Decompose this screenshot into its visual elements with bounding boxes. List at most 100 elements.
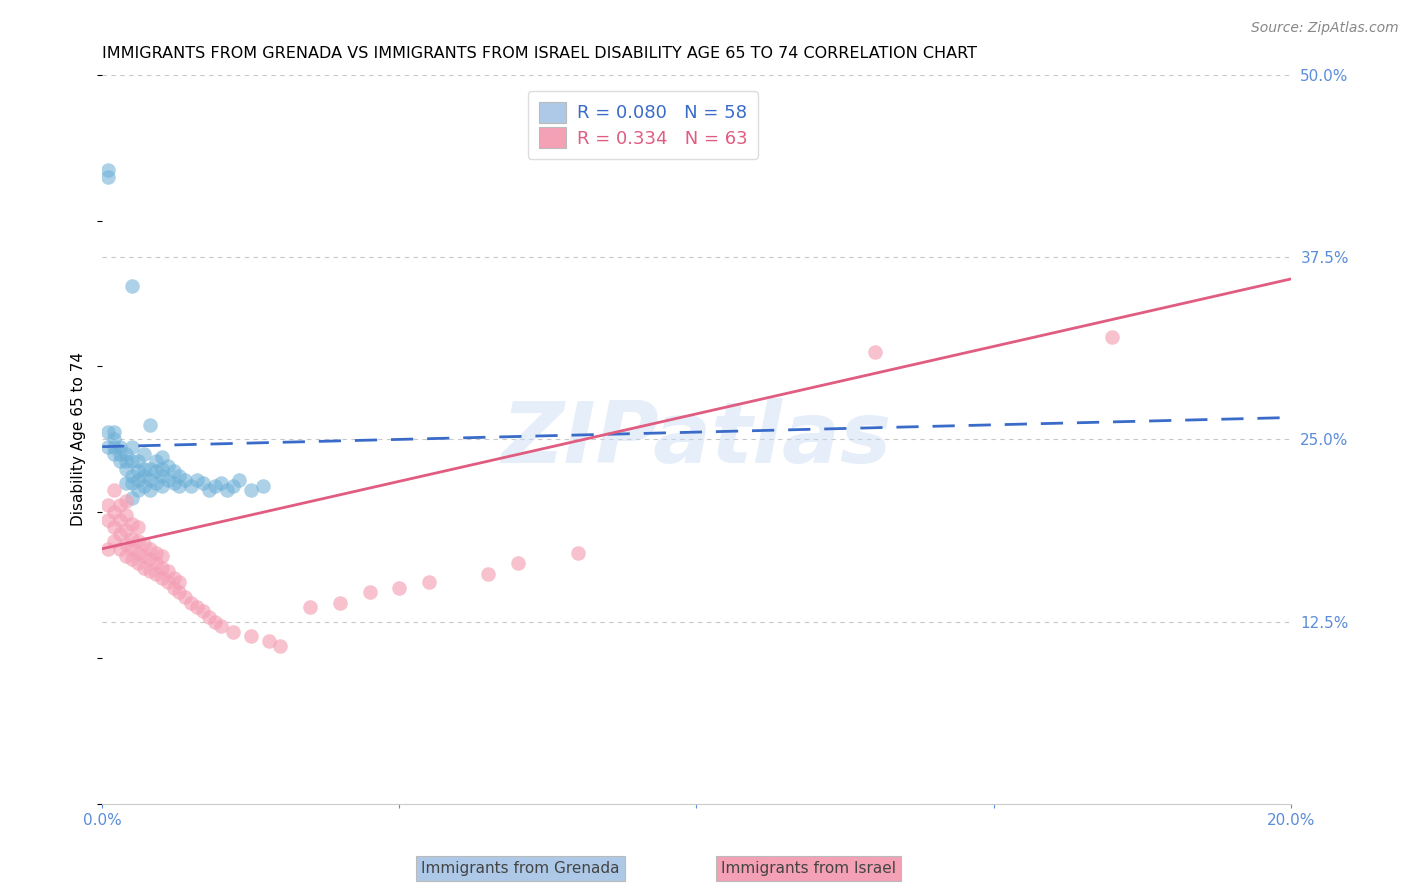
Text: Immigrants from Israel: Immigrants from Israel — [721, 861, 896, 876]
Point — [150, 571, 173, 585]
Point — [863, 345, 886, 359]
Point — [103, 483, 125, 498]
Point — [132, 560, 155, 574]
Point — [103, 433, 125, 447]
Point — [103, 505, 125, 519]
Point — [121, 516, 143, 531]
Point — [121, 279, 143, 293]
Point — [156, 564, 179, 578]
Point — [108, 447, 131, 461]
Point — [388, 581, 411, 595]
Point — [127, 546, 149, 560]
Point — [186, 600, 208, 615]
Point — [169, 468, 191, 483]
Point — [169, 479, 191, 493]
Point — [209, 619, 232, 633]
Point — [139, 552, 162, 566]
Point — [239, 629, 262, 643]
Point — [186, 473, 208, 487]
Point — [269, 640, 291, 654]
Point — [139, 461, 162, 475]
Point — [193, 476, 215, 491]
Point — [162, 571, 184, 585]
Point — [108, 527, 131, 541]
Point — [198, 610, 221, 624]
Point — [139, 417, 162, 432]
Point — [115, 454, 138, 468]
Point — [97, 169, 120, 184]
Point — [127, 534, 149, 549]
Point — [103, 440, 125, 454]
Point — [252, 479, 274, 493]
Point — [145, 546, 167, 560]
Y-axis label: Disability Age 65 to 74: Disability Age 65 to 74 — [72, 352, 86, 526]
Point — [132, 479, 155, 493]
Point — [180, 596, 202, 610]
Point — [150, 461, 173, 475]
Text: Source: ZipAtlas.com: Source: ZipAtlas.com — [1251, 21, 1399, 35]
Point — [127, 473, 149, 487]
Point — [115, 537, 138, 551]
Point — [127, 465, 149, 479]
Point — [150, 560, 173, 574]
Point — [180, 479, 202, 493]
Point — [162, 465, 184, 479]
Point — [204, 479, 226, 493]
Point — [121, 541, 143, 556]
Point — [145, 465, 167, 479]
Point — [299, 600, 322, 615]
Point — [103, 425, 125, 439]
Text: Immigrants from Grenada: Immigrants from Grenada — [420, 861, 620, 876]
Point — [156, 458, 179, 473]
Point — [121, 532, 143, 546]
Point — [145, 476, 167, 491]
Point — [239, 483, 262, 498]
Legend: R = 0.080   N = 58, R = 0.334   N = 63: R = 0.080 N = 58, R = 0.334 N = 63 — [527, 91, 758, 159]
Point — [115, 549, 138, 563]
Point — [156, 575, 179, 590]
Point — [103, 447, 125, 461]
Point — [127, 520, 149, 534]
Point — [139, 541, 162, 556]
Point — [257, 633, 280, 648]
Point — [169, 585, 191, 599]
Point — [132, 447, 155, 461]
Point — [108, 454, 131, 468]
Point — [193, 604, 215, 618]
Point — [103, 534, 125, 549]
Point — [150, 479, 173, 493]
Point — [162, 581, 184, 595]
Point — [97, 162, 120, 177]
Point — [477, 566, 499, 581]
Point — [174, 473, 197, 487]
Point — [127, 454, 149, 468]
Point — [132, 468, 155, 483]
Point — [150, 450, 173, 464]
Point — [1101, 330, 1123, 344]
Point — [156, 473, 179, 487]
Point — [359, 585, 381, 599]
Point — [121, 552, 143, 566]
Point — [228, 473, 250, 487]
Point — [97, 513, 120, 527]
Point — [418, 575, 440, 590]
Point — [209, 476, 232, 491]
Point — [145, 454, 167, 468]
Point — [121, 476, 143, 491]
Point — [132, 461, 155, 475]
Point — [139, 483, 162, 498]
Point — [150, 549, 173, 563]
Point — [204, 615, 226, 629]
Point — [108, 541, 131, 556]
Point — [121, 454, 143, 468]
Point — [121, 440, 143, 454]
Point — [115, 461, 138, 475]
Point — [115, 447, 138, 461]
Point — [162, 476, 184, 491]
Point — [222, 479, 245, 493]
Point — [150, 468, 173, 483]
Point — [198, 483, 221, 498]
Point — [215, 483, 238, 498]
Point — [145, 566, 167, 581]
Point — [329, 596, 352, 610]
